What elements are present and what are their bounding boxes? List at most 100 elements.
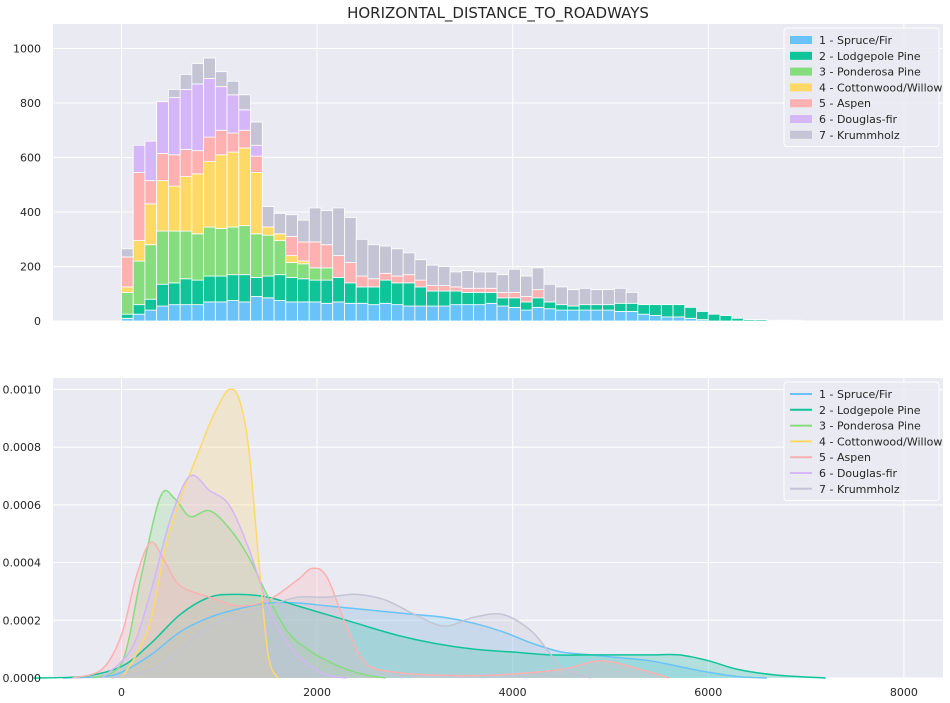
legend-swatch-4-cottonwood-willow bbox=[790, 83, 812, 92]
kde-fill-1-spruce-fir bbox=[62, 602, 767, 678]
bar-3-ponderosa-pine bbox=[156, 230, 169, 285]
bar-1-spruce-fir bbox=[520, 309, 533, 322]
bar-1-spruce-fir bbox=[132, 313, 146, 322]
bar-7-krummholz bbox=[332, 207, 345, 257]
bar-1-spruce-fir bbox=[320, 302, 334, 322]
bar-7-krummholz bbox=[461, 270, 474, 289]
bottom-y-tick-label: 0.0006 bbox=[3, 499, 42, 512]
bar-5-aspen bbox=[191, 150, 205, 175]
bar-2-lodgepole-pine bbox=[426, 290, 439, 307]
bar-1-spruce-fir bbox=[250, 296, 263, 322]
bar-5-aspen bbox=[332, 255, 345, 278]
bar-7-krummholz bbox=[285, 214, 298, 237]
bar-6-douglas-fir bbox=[191, 83, 205, 152]
bar-2-lodgepole-pine bbox=[766, 319, 780, 322]
bar-2-lodgepole-pine bbox=[484, 291, 498, 304]
bar-5-aspen bbox=[156, 153, 169, 182]
bar-5-aspen bbox=[297, 241, 310, 262]
bar-3-ponderosa-pine bbox=[273, 240, 287, 276]
bar-2-lodgepole-pine bbox=[602, 304, 615, 311]
bar-2-lodgepole-pine bbox=[719, 315, 733, 322]
bar-1-spruce-fir bbox=[555, 309, 568, 322]
bar-1-spruce-fir bbox=[144, 309, 158, 322]
legend-label-1-spruce-fir: 1 - Spruce/Fir bbox=[819, 388, 893, 401]
bar-1-spruce-fir bbox=[285, 301, 298, 322]
bar-4-cottonwood-willow bbox=[273, 233, 287, 242]
bar-1-spruce-fir bbox=[273, 300, 287, 322]
bar-2-lodgepole-pine bbox=[543, 301, 557, 310]
bar-6-douglas-fir bbox=[156, 101, 169, 154]
legend-label-3-ponderosa-pine: 3 - Ponderosa Pine bbox=[819, 420, 921, 433]
bar-2-lodgepole-pine bbox=[367, 286, 381, 306]
kde-line-7-krummholz bbox=[111, 593, 592, 679]
kde-fill-2-lodgepole-pine bbox=[33, 594, 826, 678]
bar-5-aspen bbox=[214, 129, 228, 156]
bar-1-spruce-fir bbox=[179, 304, 193, 322]
bar-7-krummholz bbox=[426, 264, 439, 286]
legend-label-6-douglas-fir: 6 - Douglas-fir bbox=[819, 113, 898, 126]
bar-5-aspen bbox=[449, 286, 463, 292]
bar-2-lodgepole-pine bbox=[637, 304, 650, 315]
bar-2-lodgepole-pine bbox=[555, 304, 568, 311]
bar-5-aspen bbox=[355, 275, 369, 288]
bar-5-aspen bbox=[496, 291, 510, 299]
bar-7-krummholz bbox=[520, 275, 533, 297]
bar-4-cottonwood-willow bbox=[297, 260, 310, 265]
bar-2-lodgepole-pine bbox=[473, 291, 486, 306]
bar-1-spruce-fir bbox=[496, 305, 510, 322]
bar-4-cottonwood-willow bbox=[238, 147, 251, 227]
bottom-x-tick-label: 6000 bbox=[694, 686, 722, 699]
bottom-y-tick-label: 0.0002 bbox=[3, 614, 42, 627]
bar-2-lodgepole-pine bbox=[520, 301, 533, 311]
bar-7-krummholz bbox=[179, 74, 193, 90]
bar-5-aspen bbox=[238, 129, 251, 149]
bar-2-lodgepole-pine bbox=[461, 291, 474, 306]
bar-1-spruce-fir bbox=[355, 302, 369, 322]
bar-2-lodgepole-pine bbox=[684, 306, 697, 319]
bar-2-lodgepole-pine bbox=[414, 286, 428, 307]
bar-7-krummholz bbox=[414, 259, 428, 281]
top-legend: 1 - Spruce/Fir 2 - Lodgepole Pine 3 - Pond… bbox=[783, 27, 942, 148]
bottom-x-tick-label: 2000 bbox=[303, 686, 331, 699]
top-histogram-plot: 0 200 400 600 800 1000 HORIZONTAL_DISTANCE_TO… bbox=[13, 4, 943, 328]
bar-3-ponderosa-pine bbox=[144, 244, 158, 300]
top-y-tick-label: 800 bbox=[20, 97, 41, 110]
bar-5-aspen bbox=[461, 287, 474, 293]
bar-1-spruce-fir bbox=[437, 305, 451, 322]
bar-6-douglas-fir bbox=[144, 140, 158, 182]
bar-4-cottonwood-willow bbox=[191, 173, 205, 235]
top-y-tick-label: 0 bbox=[34, 315, 41, 328]
bar-2-lodgepole-pine bbox=[660, 304, 674, 318]
bar-1-spruce-fir bbox=[602, 309, 615, 322]
bar-3-ponderosa-pine bbox=[214, 227, 228, 277]
bar-5-aspen bbox=[250, 155, 263, 173]
bar-1-spruce-fir bbox=[214, 301, 228, 322]
bar-3-ponderosa-pine bbox=[297, 263, 310, 280]
bar-7-krummholz bbox=[625, 291, 639, 304]
bar-2-lodgepole-pine bbox=[226, 274, 240, 301]
legend-swatch-7-krummholz bbox=[790, 130, 812, 139]
bar-3-ponderosa-pine bbox=[308, 267, 322, 281]
bar-2-lodgepole-pine bbox=[132, 304, 146, 315]
bar-4-cottonwood-willow bbox=[168, 185, 181, 232]
top-y-tick-label: 400 bbox=[20, 206, 41, 219]
bar-2-lodgepole-pine bbox=[578, 304, 592, 311]
legend-swatch-6-douglas-fir bbox=[790, 115, 812, 123]
bottom-y-tick-label: 0.0000 bbox=[3, 672, 42, 685]
bar-1-spruce-fir bbox=[426, 305, 439, 322]
bar-1-spruce-fir bbox=[390, 304, 404, 322]
bar-7-krummholz bbox=[273, 212, 287, 235]
bar-2-lodgepole-pine bbox=[437, 290, 451, 307]
bar-1-spruce-fir bbox=[531, 306, 545, 322]
bar-5-aspen bbox=[426, 285, 439, 292]
bar-7-krummholz bbox=[320, 210, 334, 246]
bar-1-spruce-fir bbox=[168, 304, 181, 322]
bar-7-krummholz bbox=[508, 268, 521, 293]
bar-1-spruce-fir bbox=[613, 311, 627, 322]
bar-2-lodgepole-pine bbox=[214, 275, 228, 303]
bar-2-lodgepole-pine bbox=[179, 278, 193, 306]
bar-7-krummholz bbox=[355, 238, 369, 277]
bar-7-krummholz bbox=[203, 57, 216, 79]
bar-1-spruce-fir bbox=[625, 311, 639, 322]
bar-2-lodgepole-pine bbox=[778, 319, 791, 322]
